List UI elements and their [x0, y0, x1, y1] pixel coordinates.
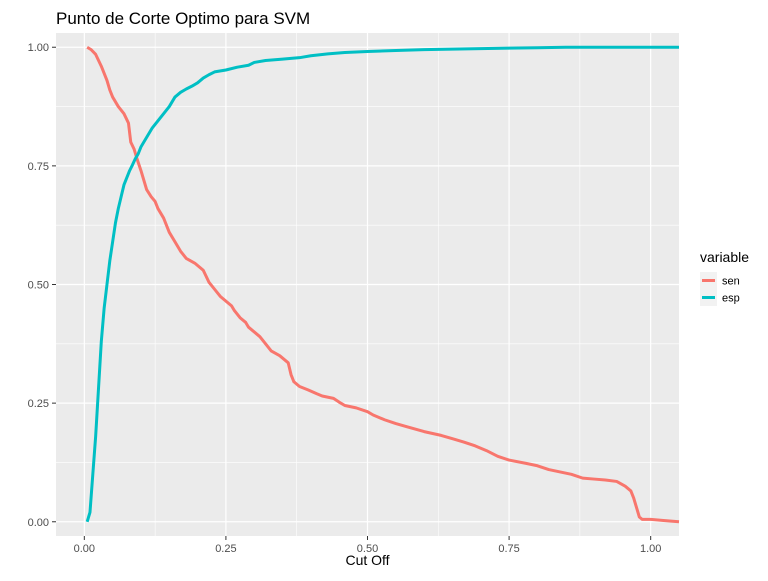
- y-tick-label: 0.50: [28, 280, 49, 292]
- x-axis-ticks: 0.00 0.25 0.50 0.75 1.00: [74, 536, 661, 555]
- x-tick-label: 0.50: [357, 543, 378, 555]
- x-tick-label: 1.00: [640, 543, 661, 555]
- x-axis-title: Cut Off: [345, 552, 389, 568]
- x-tick-label: 0.00: [74, 543, 95, 555]
- series-line-esp: [85, 45, 679, 523]
- chart-title: Punto de Corte Optimo para SVM: [56, 9, 310, 28]
- x-tick-label: 0.75: [498, 543, 519, 555]
- grid-major: [56, 33, 679, 536]
- y-tick-label: 0.25: [28, 398, 49, 410]
- legend-label-esp: esp: [722, 293, 740, 305]
- series-line-sen: [86, 45, 680, 524]
- legend: variable sen esp: [700, 249, 749, 306]
- x-tick-label: 0.25: [215, 543, 236, 555]
- legend-title: variable: [700, 249, 749, 265]
- series-lines: [85, 45, 680, 524]
- y-axis-ticks: 0.00 0.25 0.50 0.75 1.00: [28, 42, 56, 529]
- legend-items: sen esp: [700, 272, 740, 306]
- y-tick-label: 1.00: [28, 42, 49, 54]
- y-tick-label: 0.00: [28, 517, 49, 529]
- y-tick-label: 0.75: [28, 161, 49, 173]
- legend-label-sen: sen: [722, 276, 740, 288]
